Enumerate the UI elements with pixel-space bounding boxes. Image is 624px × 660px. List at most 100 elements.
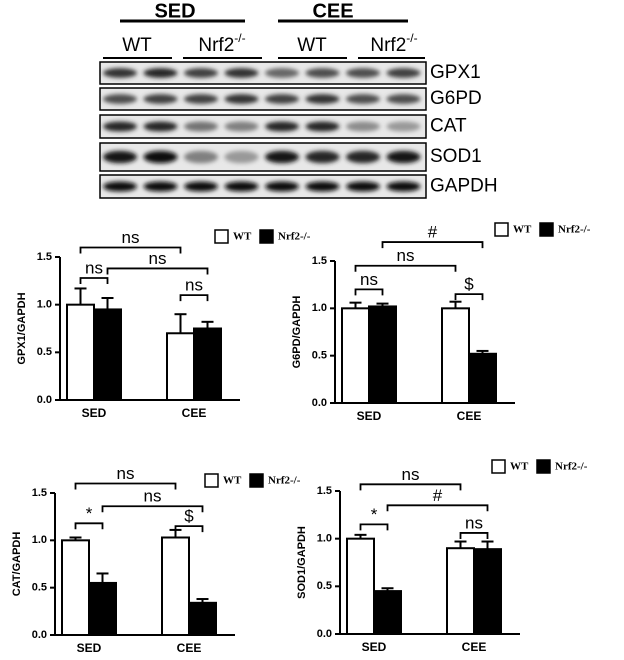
blot-band <box>386 68 421 78</box>
lane-label-text: WT <box>297 35 327 56</box>
y-tick-label: 0.0 <box>312 397 327 409</box>
blot-band <box>346 150 380 164</box>
significance-label: ns <box>185 276 203 295</box>
bar <box>446 547 475 636</box>
lane-label: WT <box>297 35 327 56</box>
significance-label: ns <box>117 464 135 483</box>
legend-label: Nrf2-/- <box>558 224 591 236</box>
significance-label: ns <box>85 258 103 277</box>
blot-band <box>224 94 259 104</box>
bar <box>166 332 195 401</box>
lane-label-text: Nrf2 <box>370 35 406 56</box>
blot-band <box>184 150 218 164</box>
bar <box>468 352 497 405</box>
bar <box>93 308 122 401</box>
legend-swatch <box>249 473 264 488</box>
blot-band <box>143 150 178 164</box>
significance-bracket <box>179 294 209 302</box>
significance-bracket <box>79 277 109 284</box>
blot-band <box>305 150 340 164</box>
x-tick-label: SED <box>82 406 107 420</box>
blot-frame <box>99 87 427 111</box>
blot-band <box>143 121 178 132</box>
blot-band <box>184 68 218 78</box>
lane-label: WT <box>122 35 152 56</box>
blot-band <box>265 68 299 78</box>
protein-label: SOD1 <box>430 146 482 167</box>
blot-band <box>224 181 259 192</box>
y-tick-label: 0.5 <box>32 582 47 594</box>
y-tick-label: 0.0 <box>317 628 332 640</box>
x-tick-label: SED <box>357 409 382 423</box>
blot-band <box>386 121 421 132</box>
legend-label: Nrf2-/- <box>268 475 301 487</box>
bar <box>61 539 90 636</box>
x-tick-label: CEE <box>457 409 482 423</box>
legend-swatch <box>494 222 509 237</box>
legend-label: WT <box>223 475 242 487</box>
bar <box>473 548 502 635</box>
group-label: SED <box>154 0 195 22</box>
blot-band <box>265 150 299 164</box>
blot-band <box>103 94 137 104</box>
x-tick-label: SED <box>362 640 387 654</box>
y-tick-label: 1.5 <box>32 487 47 499</box>
blot-band <box>224 68 259 78</box>
lane-label: Nrf2-/- <box>198 31 245 56</box>
legend-label: WT <box>513 224 532 236</box>
bar <box>373 590 402 635</box>
legend-label: Nrf2-/- <box>278 231 311 243</box>
significance-label: ns <box>402 465 420 484</box>
blot-band <box>103 121 137 132</box>
significance-bracket <box>354 288 384 296</box>
blot-band <box>265 121 299 132</box>
significance-bracket <box>354 264 457 272</box>
lane-label-sup: -/- <box>234 31 245 45</box>
significance-label: ns <box>465 513 483 532</box>
significance-bracket <box>79 246 182 254</box>
x-tick-label: CEE <box>177 641 202 655</box>
significance-bracket <box>359 523 389 531</box>
bar <box>188 601 217 637</box>
significance-bracket <box>381 241 484 249</box>
y-tick-label: 1.0 <box>37 299 52 311</box>
protein-label: GAPDH <box>430 176 498 197</box>
y-tick-label: 1.5 <box>312 255 327 267</box>
legend-swatch <box>259 229 274 244</box>
significance-label: $ <box>184 507 194 526</box>
y-tick-label: 1.5 <box>37 251 52 263</box>
y-tick-label: 0.0 <box>37 394 52 406</box>
legend-swatch <box>204 473 219 488</box>
significance-bracket <box>74 522 104 530</box>
bar <box>368 305 397 404</box>
bar <box>88 581 117 637</box>
significance-label: $ <box>464 275 474 294</box>
blot-band <box>305 94 340 104</box>
significance-bracket <box>454 293 484 301</box>
y-axis-label: CAT/GAPDH <box>11 532 23 597</box>
significance-label: ns <box>122 228 140 247</box>
protein-label: G6PD <box>430 88 482 109</box>
significance-bracket <box>74 482 177 490</box>
blot-frame <box>99 114 427 139</box>
blot-band <box>224 150 259 164</box>
y-tick-label: 1.0 <box>312 302 327 314</box>
lane-label-text: Nrf2 <box>198 35 234 56</box>
x-tick-label: CEE <box>462 640 487 654</box>
y-tick-label: 0.0 <box>32 629 47 641</box>
blot-band <box>386 150 421 164</box>
lane-label-text: WT <box>122 35 152 56</box>
blot-band <box>305 121 340 132</box>
legend-swatch <box>214 229 229 244</box>
blot-band <box>386 181 421 192</box>
blot-band <box>265 181 299 192</box>
blot-frame <box>99 61 427 85</box>
significance-bracket <box>386 504 489 512</box>
blot-band <box>265 94 299 104</box>
y-axis-label: SOD1/GAPDH <box>296 526 308 599</box>
bar <box>441 307 470 405</box>
blot-band <box>305 181 340 192</box>
bar <box>66 303 95 401</box>
legend-label: WT <box>510 461 529 473</box>
significance-label: ns <box>144 487 162 506</box>
